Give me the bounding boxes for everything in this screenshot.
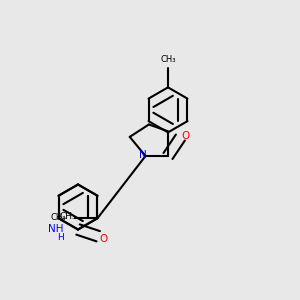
Text: CH₃: CH₃ [59,212,76,221]
Text: H: H [57,233,63,242]
Text: NH: NH [48,224,63,234]
Text: CH₃: CH₃ [160,55,176,64]
Text: O: O [100,234,108,244]
Text: CH₃: CH₃ [50,213,66,222]
Text: N: N [139,149,147,160]
Text: O: O [182,131,190,141]
